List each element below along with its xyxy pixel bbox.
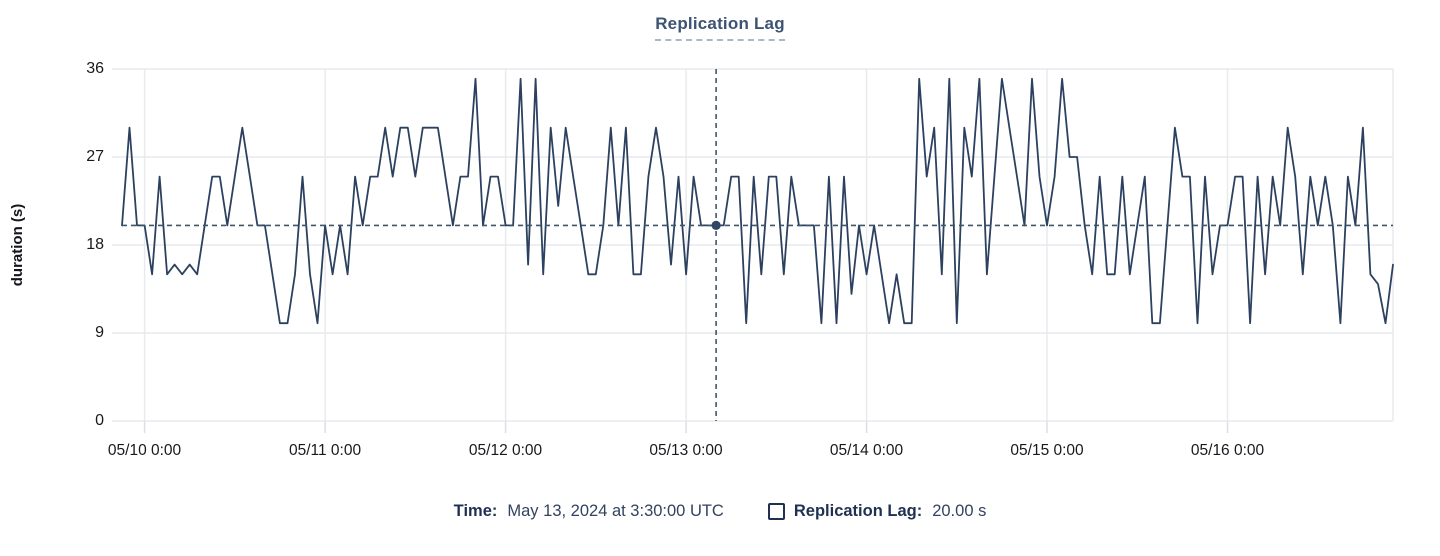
chart-title[interactable]: Replication Lag [655,14,785,41]
replication-lag-line [121,77,1394,325]
y-tick-label: 0 [95,412,104,429]
x-tick-label: 05/16 0:00 [1190,442,1265,459]
x-tick-label: 05/13 0:00 [649,442,723,459]
y-tick-label: 27 [86,148,104,165]
series-value: 20.00 s [932,502,987,520]
series-label: Replication Lag: [793,502,923,520]
time-label: Time: [453,502,498,520]
y-tick-label: 18 [86,236,104,253]
y-tick-label: 9 [95,324,104,341]
x-tick-label: 05/14 0:00 [829,442,904,459]
y-tick-label: 36 [86,60,104,77]
x-tick-label: 05/12 0:00 [468,442,543,459]
crosshair-point-marker[interactable] [711,220,721,230]
chart-header: Replication Lag [0,14,1440,41]
x-tick-label: 05/15 0:00 [1010,442,1084,459]
tooltip-footer: Time: May 13, 2024 at 3:30:00 UTC Replic… [0,502,1440,521]
legend-item-replication-lag[interactable]: Replication Lag: 20.00 s [767,502,987,521]
x-tick-label: 05/10 0:00 [107,442,182,459]
series-swatch-icon [767,503,785,520]
x-tick-label: 05/11 0:00 [288,442,362,459]
time-value: May 13, 2024 at 3:30:00 UTC [507,502,724,520]
